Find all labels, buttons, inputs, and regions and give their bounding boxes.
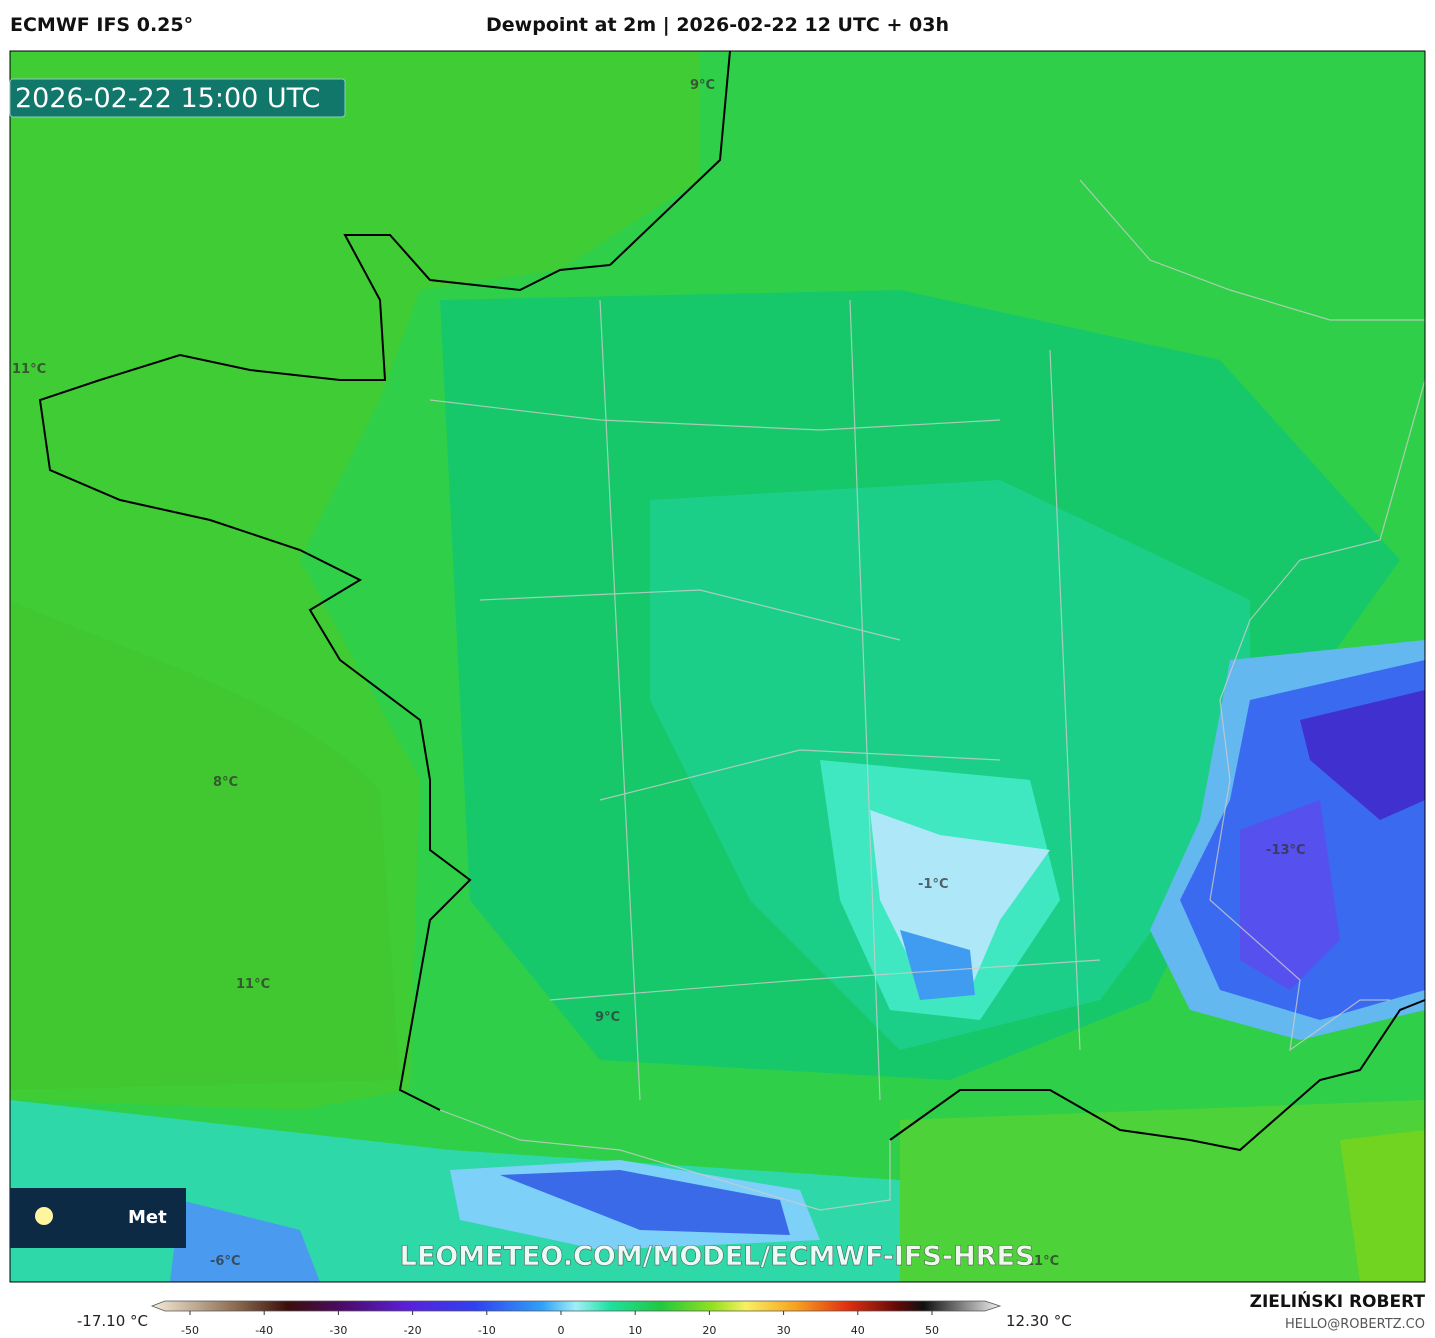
contour-label: 9°C: [595, 1010, 620, 1025]
colorbar-tick-label: 20: [702, 1324, 716, 1337]
contour-label: 9°C: [690, 78, 715, 93]
colorbar-tick-label: 10: [628, 1324, 642, 1337]
map-title: Dewpoint at 2m | 2026-02-22 12 UTC + 03h: [486, 14, 949, 36]
author: ZIELIŃSKI ROBERT: [1250, 1290, 1426, 1312]
colorbar: [150, 1300, 1002, 1312]
colorbar-tick-label: -50: [181, 1324, 199, 1337]
colorbar-max: 12.30 °C: [1006, 1312, 1072, 1330]
colorbar-tick-label: 30: [777, 1324, 791, 1337]
borders: [429, 179, 1426, 1211]
contour-label: -6°C: [210, 1254, 240, 1269]
model-name: ECMWF IFS 0.25°: [10, 14, 194, 36]
watermark: LEOMETEO.COM/MODEL/ECMWF-IFS-HRES: [400, 1241, 1035, 1272]
colorbar-tick-label: -20: [404, 1324, 422, 1337]
colorbar-tick-label: 0: [558, 1324, 565, 1337]
colorbar-tick-label: -10: [478, 1324, 496, 1337]
timestamp-box: [9, 78, 346, 118]
colorbar-tick-label: -40: [255, 1324, 273, 1337]
contour-label: 11°C: [12, 362, 46, 377]
logo-text: Met: [128, 1207, 167, 1228]
coastline: [38, 50, 1426, 1152]
contour-label: -1°C: [918, 877, 948, 892]
colorbar-tick-label: 40: [851, 1324, 865, 1337]
map-field: [10, 51, 1425, 1282]
contour-label: 8°C: [213, 775, 238, 790]
logo-sun: [35, 1207, 53, 1225]
timestamp: 2026-02-22 15:00 UTC: [15, 83, 320, 114]
colorbar-min: -17.10 °C: [77, 1312, 148, 1330]
email: HELLO@ROBERTZ.CO: [1285, 1317, 1425, 1332]
contour-label: 11°C: [236, 977, 270, 992]
contour-label: -13°C: [1266, 843, 1306, 858]
contour-label: 11°C: [1025, 1254, 1059, 1269]
colorbar-tick-label: -30: [329, 1324, 347, 1337]
colorbar-tick-label: 50: [925, 1324, 939, 1337]
